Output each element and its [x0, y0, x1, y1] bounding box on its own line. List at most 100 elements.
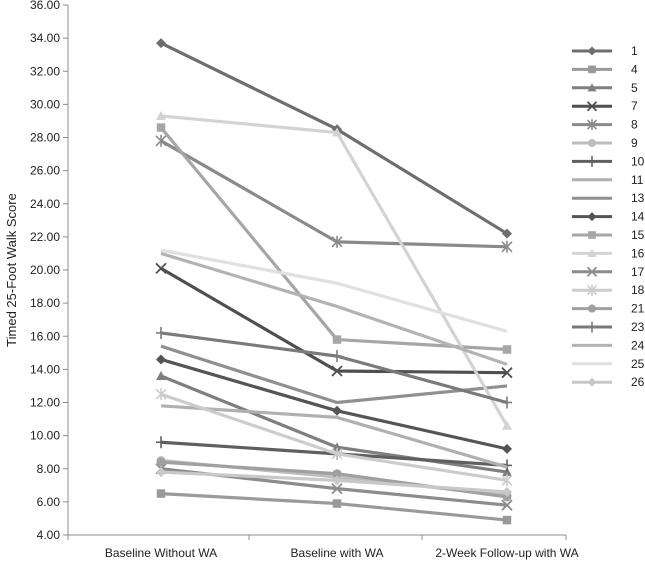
- legend-label: 7: [631, 99, 638, 113]
- data-point: [331, 235, 343, 248]
- legend-label: 4: [631, 62, 638, 76]
- legend-label: 1: [631, 44, 638, 58]
- data-point: [587, 83, 597, 92]
- data-point: [332, 405, 342, 416]
- data-point: [156, 326, 166, 339]
- data-point: [156, 38, 166, 49]
- legend-label: 15: [631, 228, 645, 242]
- data-point: [331, 482, 343, 495]
- series-26: [156, 467, 512, 497]
- data-point: [587, 304, 597, 313]
- series-4: [156, 489, 512, 525]
- legend-item: 7: [572, 99, 638, 113]
- legend-label: 24: [631, 338, 645, 352]
- series-18: [155, 388, 513, 487]
- data-point: [332, 350, 342, 363]
- series-line: [160, 41, 508, 235]
- data-point: [587, 138, 597, 148]
- series-8: [155, 134, 513, 253]
- data-point: [332, 469, 342, 479]
- y-tick-label: 30.00: [30, 97, 60, 111]
- y-tick-label: 26.00: [30, 164, 60, 178]
- legend-label: 25: [631, 357, 645, 371]
- series-24: [160, 251, 508, 366]
- data-point: [502, 420, 512, 430]
- y-tick-label: 20.00: [30, 263, 60, 277]
- y-tick-label: 24.00: [30, 197, 60, 211]
- x-tick-labels: Baseline Without WA Baseline with WA 2-Wee…: [67, 535, 579, 560]
- series-5: [156, 371, 512, 477]
- legend-item: 25: [572, 357, 645, 371]
- legend-label: 10: [631, 154, 645, 168]
- legend-item: 17: [572, 265, 645, 279]
- data-point: [332, 499, 342, 508]
- data-point: [588, 231, 596, 239]
- legend-item: 24: [572, 338, 645, 352]
- legend-label: 21: [631, 302, 645, 316]
- legend-label: 23: [631, 320, 645, 334]
- legend-label: 18: [631, 283, 645, 297]
- legend-item: 10: [572, 154, 645, 168]
- data-point: [156, 110, 166, 120]
- y-tick-label: 18.00: [30, 296, 60, 310]
- series-11: [160, 404, 508, 469]
- data-point: [502, 345, 512, 354]
- data-point: [156, 457, 166, 467]
- series-line: [160, 114, 509, 427]
- series-16: [156, 110, 512, 430]
- x-tick-label: 2-Week Follow-up with WA: [435, 546, 578, 560]
- legend-label: 5: [631, 81, 638, 95]
- legend-item: 15: [572, 228, 645, 242]
- data-point: [588, 65, 596, 74]
- data-point: [501, 367, 513, 379]
- y-tick-labels: 4.00 6.00 8.00 10.00 12.00 14.00 16.00 18.00 20.…: [30, 0, 68, 542]
- data-point: [156, 436, 166, 449]
- series-25: [160, 248, 508, 333]
- series-14: [156, 354, 512, 454]
- data-point: [155, 134, 167, 147]
- series-line: [160, 344, 508, 405]
- data-point: [587, 156, 597, 167]
- legend-label: 9: [631, 136, 638, 150]
- data-point: [502, 228, 512, 239]
- series-7: [155, 262, 513, 379]
- legend-label: 8: [631, 118, 638, 132]
- x-tick-label: Baseline with WA: [291, 546, 384, 560]
- legend-item: 11: [572, 173, 644, 187]
- data-point: [501, 240, 513, 253]
- series-line: [160, 404, 508, 469]
- data-point: [502, 515, 512, 525]
- legend-label: 13: [631, 191, 645, 205]
- data-point: [155, 262, 167, 274]
- legend-item: 21: [572, 302, 645, 316]
- y-tick-label: 32.00: [30, 64, 60, 78]
- y-axis-title: Timed 25-Foot Walk Score: [4, 193, 19, 347]
- y-tick-label: 10.00: [30, 429, 60, 443]
- y-tick-label: 6.00: [37, 495, 61, 509]
- legend-item: 16: [572, 246, 645, 260]
- y-tick-label: 8.00: [37, 462, 61, 476]
- legend-item: 1: [572, 44, 638, 58]
- legend-label: 26: [631, 375, 645, 389]
- y-tick-label: 4.00: [37, 528, 61, 542]
- data-point: [502, 486, 512, 497]
- data-point: [586, 119, 598, 130]
- data-point: [586, 284, 598, 296]
- data-point: [331, 447, 343, 460]
- legend-item: 23: [572, 320, 645, 334]
- data-point: [502, 467, 512, 477]
- data-point: [156, 467, 166, 478]
- data-point: [587, 377, 597, 387]
- series-1: [156, 38, 512, 239]
- y-tick-label: 22.00: [30, 230, 60, 244]
- legend-item: 26: [572, 375, 645, 389]
- y-tick-label: 12.00: [30, 396, 60, 410]
- data-point: [586, 266, 598, 277]
- data-point: [586, 101, 598, 112]
- legend-label: 11: [631, 173, 644, 187]
- series-line: [160, 251, 508, 366]
- legend-label: 17: [631, 265, 645, 279]
- y-tick-label: 16.00: [30, 329, 60, 343]
